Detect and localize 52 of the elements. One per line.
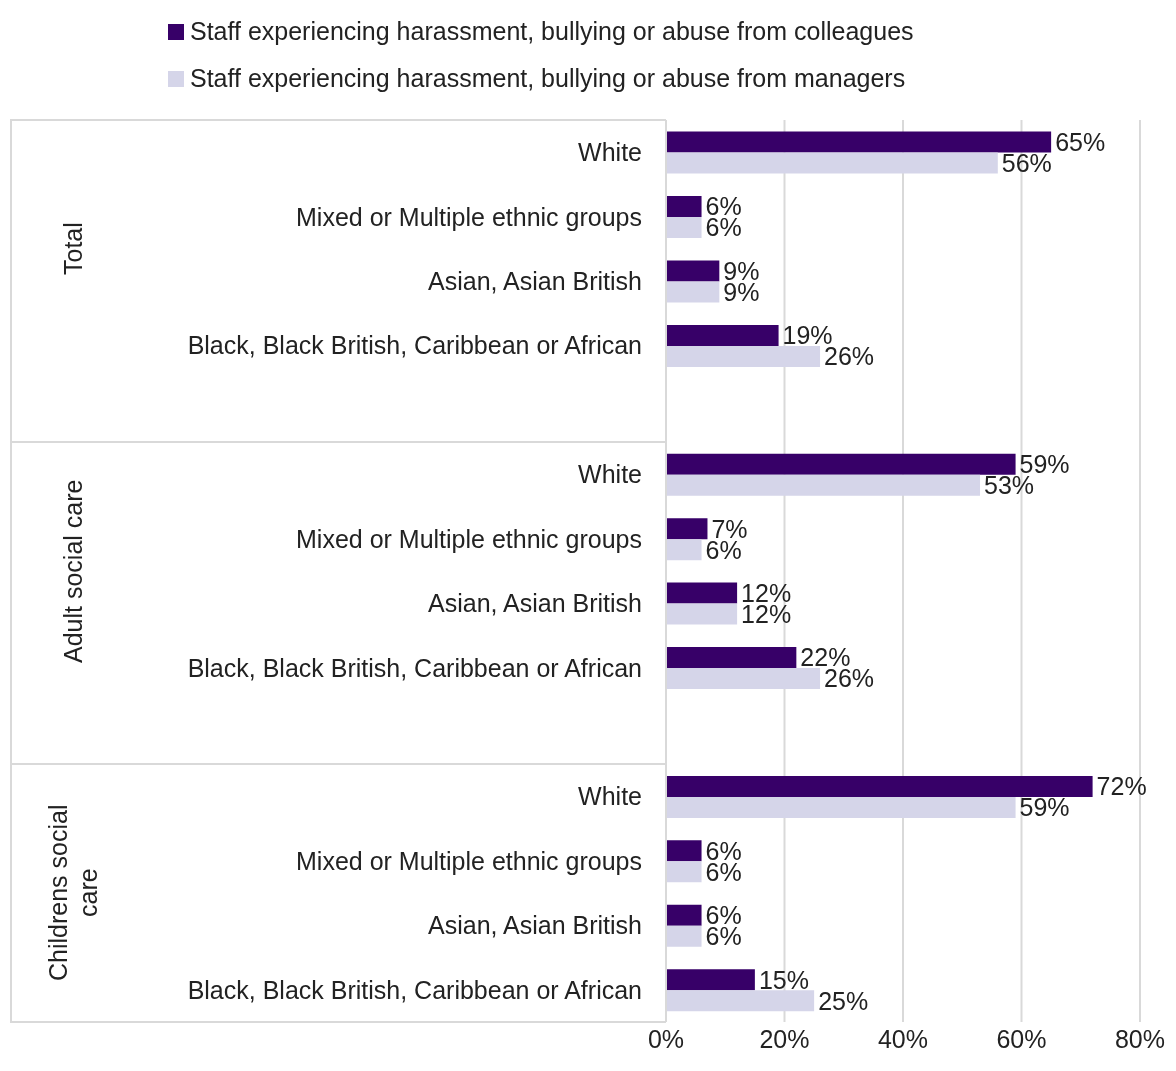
y-tick-label: White — [578, 460, 642, 489]
bar — [666, 539, 702, 561]
bar — [666, 990, 815, 1012]
bar — [666, 603, 738, 625]
bar — [666, 969, 755, 991]
y-tick-label: Black, Black British, Caribbean or African — [187, 653, 642, 682]
x-tick-label: 20% — [759, 1024, 810, 1053]
bar — [666, 453, 1016, 475]
y-tick-label: Mixed or Multiple ethnic groups — [296, 846, 642, 875]
text: Adult social care — [58, 478, 88, 665]
data-label: 56% — [1001, 148, 1052, 177]
data-label: 65% — [1055, 127, 1106, 156]
text: Total — [58, 221, 88, 278]
bar — [666, 345, 821, 367]
bar — [666, 796, 1016, 818]
bar — [666, 861, 702, 883]
y-tick-label: Mixed or Multiple ethnic groups — [296, 524, 642, 553]
bar — [666, 260, 720, 282]
y-tick-label: Black, Black British, Caribbean or African — [187, 975, 642, 1004]
y-tick-label: Black, Black British, Caribbean or African — [187, 331, 642, 360]
x-tick-label: 40% — [877, 1024, 929, 1053]
bar — [666, 925, 702, 947]
y-tick-label: White — [578, 782, 642, 811]
y-tick-label: Asian, Asian British — [428, 911, 642, 940]
text: Childrens social care — [43, 803, 103, 984]
bar — [666, 152, 998, 174]
bar — [666, 518, 708, 540]
bar — [666, 131, 1052, 153]
y-tick-label: Asian, Asian British — [428, 266, 642, 295]
data-label: 15% — [758, 965, 809, 994]
legend-label: Staff experiencing harassment, bullying or abuse from managers — [190, 64, 906, 93]
y-tick-label: White — [578, 138, 642, 167]
bar — [666, 668, 821, 690]
legend-label: Staff experiencing harassment, bullying or abuse from colleagues — [190, 17, 914, 46]
bar — [666, 324, 779, 346]
x-tick-label: 60% — [996, 1024, 1047, 1053]
bar — [666, 196, 702, 218]
x-tick-label: 0% — [647, 1024, 685, 1053]
bar — [666, 904, 702, 926]
y-tick-label: Asian, Asian British — [428, 589, 642, 618]
y-tick-label: Mixed or Multiple ethnic groups — [296, 202, 642, 231]
data-label: 72% — [1096, 772, 1147, 801]
bar — [666, 217, 702, 239]
x-tick-label: 80% — [1114, 1024, 1166, 1053]
bar — [666, 281, 720, 303]
bar — [666, 775, 1093, 797]
bar — [666, 647, 797, 669]
data-label: 25% — [818, 986, 869, 1015]
bar — [666, 474, 981, 496]
bar — [666, 840, 702, 862]
bar — [666, 582, 738, 604]
data-label: 59% — [1019, 793, 1070, 822]
